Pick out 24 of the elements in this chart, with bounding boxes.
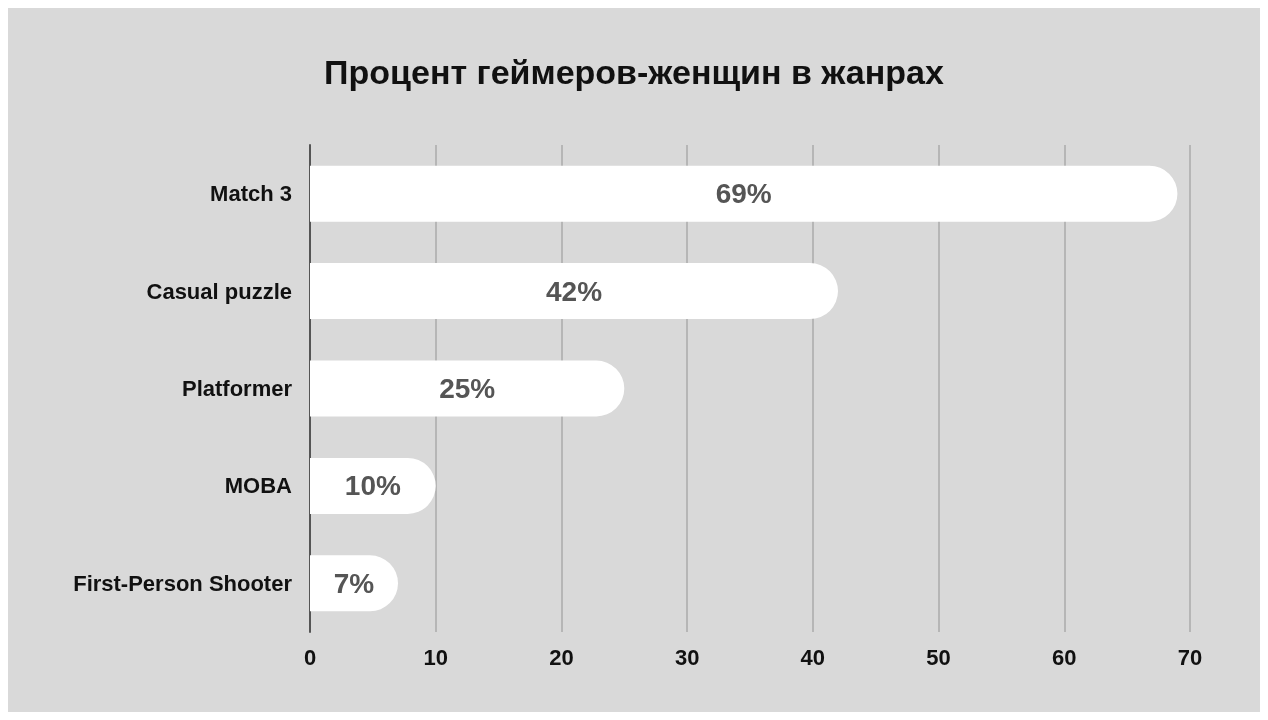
chart-title: Процент геймеров-женщин в жанрах — [324, 53, 944, 91]
bar — [310, 457, 436, 514]
data-label: 69% — [715, 178, 772, 210]
data-label: 42% — [545, 275, 603, 307]
y-tick-label: Platformer — [181, 376, 293, 401]
bar — [310, 555, 398, 612]
data-label: 7% — [333, 567, 375, 599]
bar — [310, 165, 1178, 222]
x-tick-label: 40 — [800, 644, 826, 670]
y-tick-label: MOBA — [224, 473, 293, 499]
x-tick-label: 0 — [303, 644, 317, 670]
bar — [310, 263, 838, 320]
x-tick-label: 70 — [1177, 644, 1203, 670]
y-tick-label: First-Person Shooter — [73, 570, 293, 596]
x-tick-label: 50 — [926, 644, 951, 670]
x-tick-label: 30 — [674, 644, 700, 670]
y-tick-label: Match 3 — [210, 181, 292, 207]
data-label: 10% — [344, 470, 401, 502]
data-label: 25% — [439, 373, 496, 404]
x-tick-label: 60 — [1052, 644, 1077, 670]
bar — [310, 360, 625, 417]
x-tick-label: 20 — [549, 644, 574, 670]
x-tick-label: 10 — [423, 644, 448, 670]
y-tick-label: Casual puzzle — [146, 278, 292, 304]
